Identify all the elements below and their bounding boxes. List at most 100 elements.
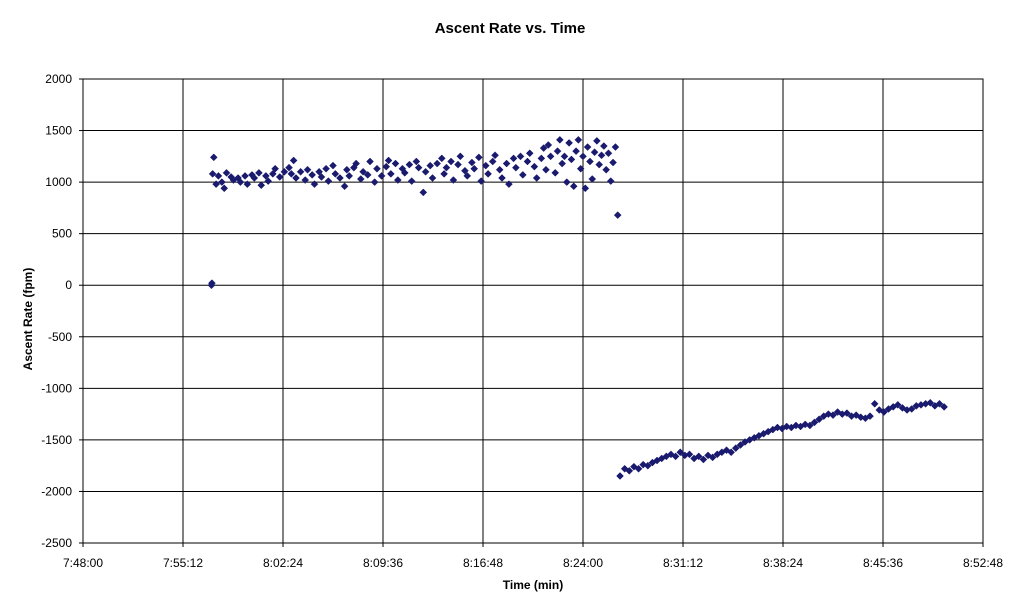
data-point <box>542 165 550 174</box>
data-point <box>708 453 717 462</box>
data-point <box>474 153 483 162</box>
data-point <box>454 160 462 169</box>
data-point <box>498 174 506 182</box>
data-point <box>572 147 580 156</box>
data-point <box>537 154 546 163</box>
y-tick-label: 2000 <box>45 72 72 86</box>
data-point <box>586 157 594 166</box>
data-point <box>643 461 652 470</box>
data-point <box>250 174 259 182</box>
data-point <box>377 172 386 180</box>
y-tick-label: -2000 <box>41 484 72 498</box>
data-point <box>671 452 680 461</box>
data-point <box>676 448 685 457</box>
data-point <box>442 163 451 172</box>
data-point <box>218 178 226 186</box>
data-point <box>208 279 216 288</box>
data-point <box>611 143 620 151</box>
data-point <box>303 165 312 174</box>
data-point <box>257 181 266 190</box>
data-point <box>310 180 319 189</box>
data-point <box>893 400 902 409</box>
plot-frame <box>82 78 984 544</box>
data-point <box>370 178 379 186</box>
data-point <box>356 175 365 183</box>
data-point <box>477 177 486 185</box>
data-point <box>373 164 381 173</box>
x-axis-label: Time (min) <box>502 578 564 592</box>
data-point <box>470 164 479 173</box>
data-point <box>699 455 708 464</box>
data-point <box>579 152 587 161</box>
x-tick-label: 8:02:24 <box>263 556 303 570</box>
data-point <box>262 172 270 180</box>
data-point <box>285 163 293 172</box>
data-point <box>731 444 740 452</box>
data-point <box>220 184 229 193</box>
y-tick-label: -1500 <box>41 433 72 447</box>
data-point <box>546 152 555 161</box>
data-point <box>209 153 218 162</box>
data-point <box>428 174 437 182</box>
data-point <box>322 164 330 173</box>
data-point <box>329 161 337 170</box>
data-point <box>509 154 518 163</box>
data-point <box>336 174 344 182</box>
data-point <box>340 182 349 191</box>
data-point <box>241 172 249 180</box>
data-point <box>317 173 326 181</box>
data-point <box>595 160 604 169</box>
data-point <box>275 173 284 181</box>
data-point <box>907 405 916 413</box>
data-point <box>940 403 948 411</box>
data-point <box>384 156 393 165</box>
data-point <box>222 168 231 177</box>
data-point <box>516 152 525 161</box>
data-point <box>539 144 548 152</box>
data-point <box>634 464 643 473</box>
data-point <box>880 408 888 416</box>
data-point <box>810 418 819 427</box>
data-point <box>366 157 374 166</box>
data-point <box>553 147 562 156</box>
data-point <box>569 182 578 191</box>
data-point <box>625 466 634 475</box>
data-point <box>268 170 277 178</box>
data-point <box>382 162 391 171</box>
data-point <box>419 188 428 197</box>
data-point <box>359 167 367 176</box>
data-point <box>331 170 340 178</box>
data-point <box>574 135 583 144</box>
data-point <box>440 170 448 178</box>
data-point <box>512 163 520 172</box>
data-point <box>544 141 553 149</box>
data-point <box>363 171 372 179</box>
x-tick-label: 7:55:12 <box>163 556 203 570</box>
data-point <box>214 172 223 180</box>
data-point <box>558 159 567 168</box>
data-point <box>599 142 608 150</box>
data-point <box>481 161 490 170</box>
data-point <box>593 137 601 145</box>
data-point <box>255 168 263 177</box>
x-tick-label: 8:52:48 <box>963 556 1003 570</box>
data-point <box>292 174 300 182</box>
data-point <box>488 157 497 166</box>
data-point <box>463 172 472 180</box>
data-point <box>616 472 624 480</box>
data-point <box>685 450 694 459</box>
x-tick-label: 8:45:36 <box>863 556 903 570</box>
data-point <box>212 180 220 189</box>
data-point <box>437 154 446 163</box>
data-point <box>843 409 851 417</box>
data-point <box>694 452 703 461</box>
data-point <box>208 170 217 178</box>
data-point <box>602 165 611 174</box>
data-point <box>426 161 435 170</box>
data-point <box>243 180 252 189</box>
data-point <box>530 162 539 171</box>
data-point <box>387 170 395 178</box>
data-point <box>447 157 455 166</box>
x-tick-label: 7:48:00 <box>63 556 103 570</box>
